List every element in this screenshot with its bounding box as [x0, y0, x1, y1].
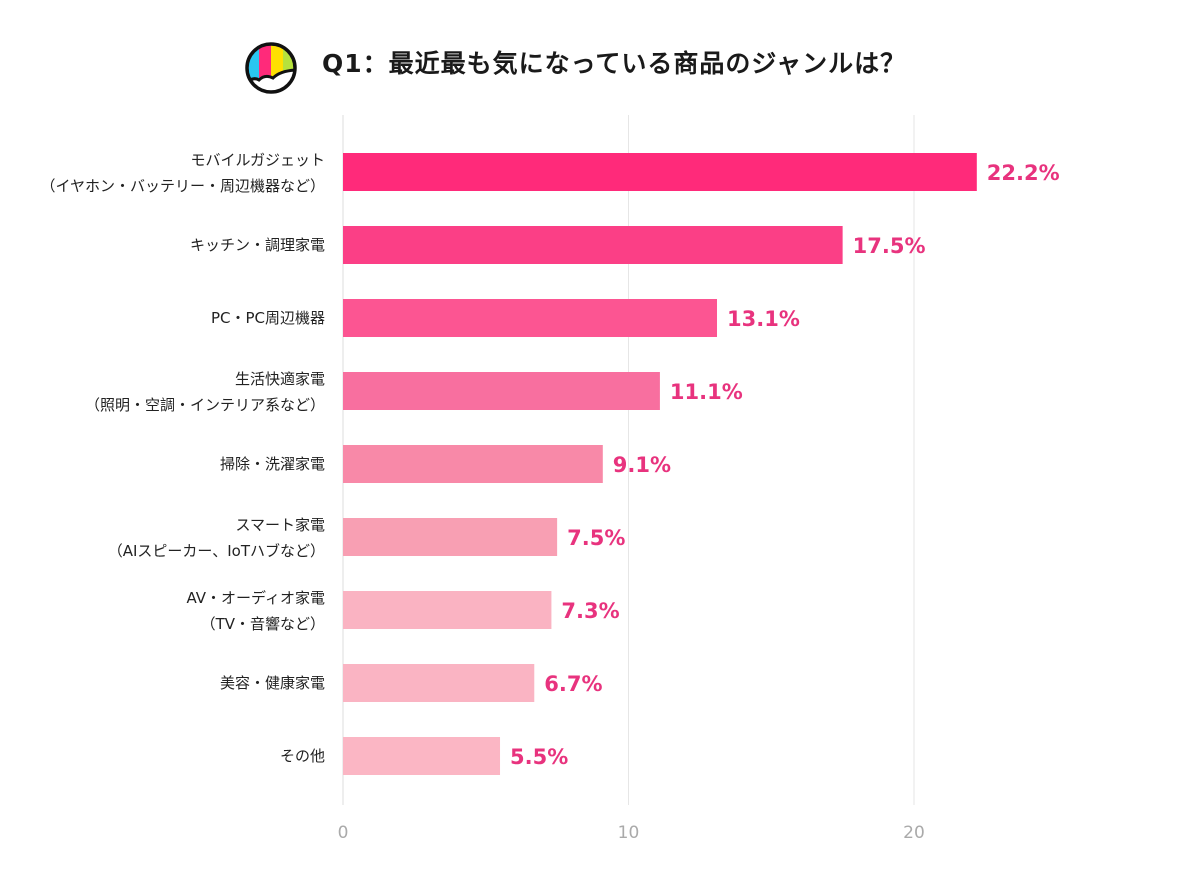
- category-label: 掃除・洗濯家電: [220, 455, 325, 473]
- category-label: PC・PC周辺機器: [211, 309, 325, 327]
- x-tick-label: 10: [618, 823, 640, 843]
- category-label: （イヤホン・バッテリー・周辺機器など）: [40, 177, 325, 195]
- category-label: 美容・健康家電: [220, 674, 325, 692]
- bar: [343, 518, 558, 556]
- value-label: 7.5%: [567, 526, 625, 550]
- category-label: （照明・空調・インテリア系など）: [85, 396, 325, 414]
- category-label: スマート家電: [235, 516, 325, 534]
- value-label: 5.5%: [510, 745, 568, 769]
- category-label: キッチン・調理家電: [190, 236, 325, 254]
- category-label: （AIスピーカー、IoTハブなど）: [108, 542, 325, 560]
- bar: [343, 737, 501, 775]
- value-label: 22.2%: [987, 161, 1060, 185]
- value-label: 7.3%: [561, 599, 619, 623]
- category-label: 生活快適家電: [235, 370, 325, 388]
- bar: [343, 445, 603, 483]
- bar: [343, 591, 552, 629]
- category-label: AV・オーディオ家電: [186, 589, 325, 607]
- value-label: 13.1%: [727, 307, 800, 331]
- x-tick-label: 20: [903, 823, 925, 843]
- category-label: その他: [280, 747, 325, 765]
- bar: [343, 372, 660, 410]
- value-label: 11.1%: [670, 380, 743, 404]
- x-tick-label: 0: [338, 823, 349, 843]
- chart-title: Q1：最近最も気になっている商品のジャンルは？: [322, 49, 907, 78]
- bar: [343, 226, 843, 264]
- brand-logo: [245, 42, 297, 94]
- value-label: 6.7%: [544, 672, 602, 696]
- value-label: 17.5%: [853, 234, 926, 258]
- bar: [343, 299, 718, 337]
- bar: [343, 153, 977, 191]
- value-label: 9.1%: [613, 453, 671, 477]
- bar: [343, 664, 535, 702]
- category-label: モバイルガジェット: [190, 151, 325, 169]
- category-label: （TV・音響など）: [201, 615, 325, 633]
